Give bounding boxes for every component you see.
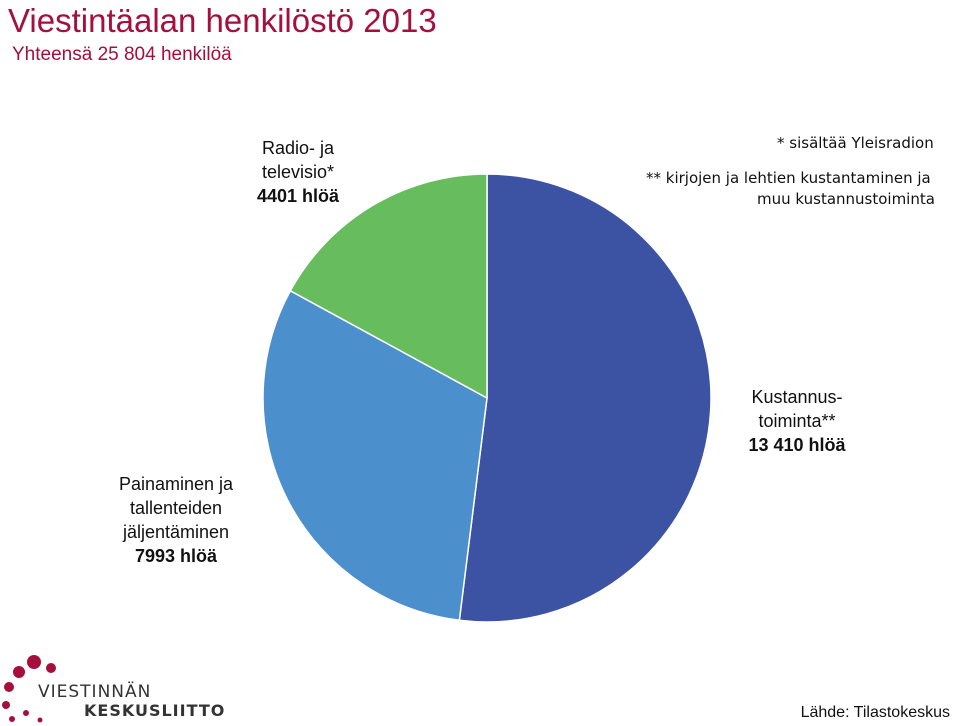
slice-label-printing-line3: jäljentäminen	[122, 522, 230, 542]
chart-title: Viestintäalan henkilöstö 2013	[8, 2, 437, 39]
logo-line2: KESKUSLIITTO	[84, 701, 226, 720]
logo-dots-icon	[2, 655, 56, 723]
slice-label-radio-line2: televisio*	[261, 162, 335, 182]
slice-label-printing: Painaminen ja tallenteiden jäljentäminen…	[96, 472, 256, 568]
slice-label-printing-line1: Painaminen ja	[118, 474, 234, 494]
slice-label-radio-line1: Radio- ja	[261, 138, 335, 158]
logo-line1: VIESTINNÄN	[38, 682, 152, 702]
slice-value-publishing: 13 410 hlöä	[748, 435, 846, 455]
slice-label-printing-line2: tallenteiden	[129, 498, 223, 518]
slice-label-publishing: Kustannus- toiminta** 13 410 hlöä	[722, 385, 872, 457]
pie-slice-printing	[262, 289, 488, 622]
chart-subtitle: Yhteensä 25 804 henkilöä	[12, 44, 232, 65]
footnote-publishing-a: ** kirjojen ja lehtien kustantaminen ja	[646, 169, 931, 187]
source-note: Lähde: Tilastokeskus	[800, 704, 950, 721]
pie-slice-publishing	[458, 173, 712, 623]
footnote-yle: * sisältää Yleisradion	[777, 134, 934, 152]
pie-slice-radio	[289, 173, 488, 400]
slice-label-publishing-line2: toiminta**	[758, 411, 836, 431]
slice-value-printing: 7993 hlöä	[134, 546, 218, 566]
slice-label-radio: Radio- ja televisio* 4401 hlöä	[238, 136, 358, 208]
footnote-publishing-b: muu kustannustoiminta	[757, 190, 935, 208]
slice-value-radio: 4401 hlöä	[256, 186, 340, 206]
slice-label-publishing-line1: Kustannus-	[751, 387, 843, 407]
